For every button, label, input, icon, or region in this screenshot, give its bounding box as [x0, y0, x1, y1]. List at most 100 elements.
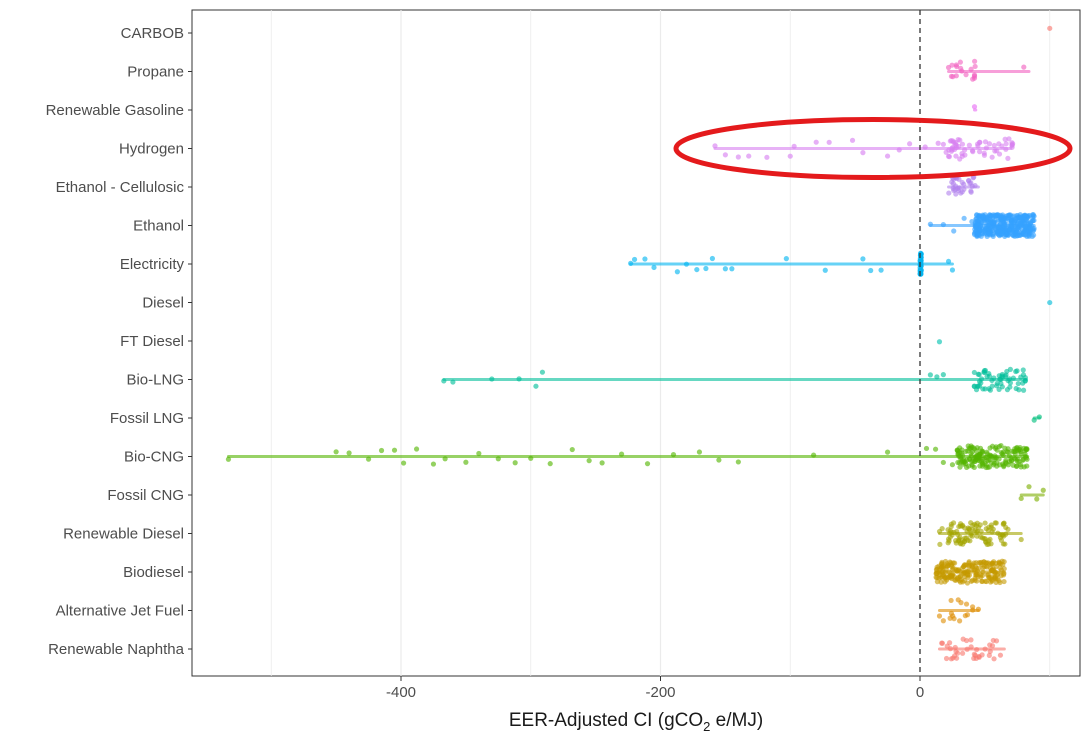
- data-point: [441, 378, 447, 384]
- data-point: [1000, 520, 1007, 527]
- series-ft-diesel: [936, 339, 943, 345]
- data-point: [1003, 141, 1009, 147]
- y-tick-label: Renewable Naphtha: [48, 641, 185, 658]
- data-point: [940, 221, 946, 228]
- data-point: [961, 215, 967, 221]
- data-point: [986, 141, 993, 147]
- data-point: [642, 256, 648, 262]
- data-point: [993, 579, 999, 585]
- y-tick-label: Bio-LNG: [126, 372, 184, 389]
- data-point: [972, 63, 978, 70]
- data-point: [1022, 213, 1028, 219]
- data-point: [948, 138, 954, 144]
- data-point: [618, 451, 625, 457]
- data-point: [980, 448, 986, 455]
- data-point: [960, 636, 966, 642]
- data-point: [994, 229, 1000, 235]
- data-point: [878, 267, 884, 273]
- data-point: [628, 260, 634, 266]
- data-point: [962, 147, 968, 153]
- data-point: [938, 565, 944, 571]
- data-point: [983, 526, 989, 532]
- data-point: [964, 457, 970, 463]
- data-point: [985, 230, 991, 236]
- data-point: [927, 372, 933, 378]
- data-point: [1013, 463, 1020, 469]
- data-point: [917, 264, 923, 271]
- data-point: [966, 177, 972, 184]
- data-point: [958, 190, 964, 196]
- data-point: [991, 142, 997, 149]
- data-point: [1007, 384, 1013, 390]
- data-point: [957, 573, 964, 580]
- data-point: [997, 561, 1004, 567]
- data-point: [884, 449, 891, 455]
- data-point: [986, 453, 992, 459]
- data-point: [971, 369, 977, 376]
- data-point: [980, 565, 986, 571]
- data-point: [476, 450, 482, 457]
- data-point: [999, 225, 1005, 231]
- data-point: [977, 454, 983, 460]
- y-tick-label: Renewable Diesel: [63, 526, 184, 543]
- data-point: [982, 646, 988, 652]
- annotations: [673, 10, 1073, 676]
- data-point: [934, 374, 940, 380]
- y-tick-label: Ethanol: [133, 218, 184, 235]
- data-point: [709, 255, 716, 262]
- data-point: [463, 459, 469, 465]
- series-propane: [945, 58, 1031, 82]
- data-point: [972, 652, 978, 658]
- data-point: [946, 154, 953, 160]
- data-point: [959, 68, 965, 74]
- data-point: [979, 231, 985, 237]
- data-point: [982, 520, 988, 526]
- data-point: [694, 266, 700, 273]
- series-hydrogen: [712, 136, 1016, 162]
- data-point: [528, 455, 534, 461]
- data-point: [896, 147, 902, 153]
- data-point: [1001, 578, 1007, 585]
- data-point: [813, 139, 819, 145]
- data-point: [955, 136, 961, 143]
- data-point: [965, 569, 971, 575]
- data-point: [981, 152, 988, 158]
- data-point: [1014, 226, 1020, 232]
- data-point: [951, 146, 958, 153]
- data-point: [495, 456, 501, 462]
- data-point: [968, 189, 974, 195]
- data-point: [960, 570, 967, 576]
- data-point: [996, 386, 1002, 392]
- series-bio-lng: [441, 366, 1028, 393]
- data-point: [1010, 141, 1016, 147]
- data-point: [1010, 375, 1016, 381]
- data-point: [860, 150, 866, 156]
- data-point: [992, 148, 998, 154]
- data-point: [450, 379, 456, 385]
- data-point: [951, 616, 957, 622]
- data-point: [961, 186, 967, 192]
- data-point: [951, 228, 957, 234]
- data-point: [996, 373, 1002, 379]
- data-point: [972, 223, 978, 229]
- data-point: [934, 571, 940, 577]
- data-point: [969, 533, 975, 539]
- data-point: [996, 456, 1002, 462]
- data-point: [968, 637, 974, 643]
- data-point: [966, 463, 972, 469]
- data-point: [1008, 458, 1015, 464]
- data-point: [944, 561, 950, 567]
- data-point: [746, 153, 752, 159]
- data-point: [1022, 451, 1028, 457]
- data-point: [547, 461, 553, 467]
- data-point: [994, 380, 1000, 387]
- data-point: [703, 265, 709, 272]
- data-point: [964, 528, 970, 535]
- data-point: [985, 216, 991, 222]
- data-point: [949, 462, 956, 468]
- data-point: [983, 226, 989, 232]
- data-point: [1020, 230, 1027, 236]
- data-point: [970, 175, 976, 181]
- data-point: [1002, 233, 1008, 240]
- data-point: [1018, 536, 1024, 543]
